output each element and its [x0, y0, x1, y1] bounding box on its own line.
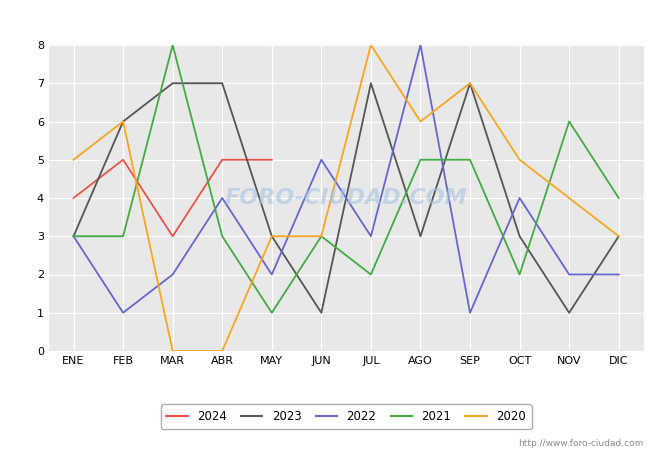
2022 — [119, 310, 127, 315]
2024 — [119, 157, 127, 162]
2022 — [268, 272, 276, 277]
2022 — [218, 195, 226, 201]
Text: Matriculaciones de Vehiculos en Gálvez: Matriculaciones de Vehiculos en Gálvez — [161, 11, 489, 29]
2024 — [169, 234, 177, 239]
2021 — [169, 42, 177, 48]
2021 — [317, 234, 325, 239]
2023 — [317, 310, 325, 315]
2022 — [615, 272, 623, 277]
2024 — [70, 195, 77, 201]
2020 — [218, 348, 226, 354]
2021 — [268, 310, 276, 315]
2021 — [367, 272, 375, 277]
2023 — [466, 81, 474, 86]
2021 — [70, 234, 77, 239]
2020 — [417, 119, 424, 124]
2022 — [169, 272, 177, 277]
2020 — [515, 157, 523, 162]
2023 — [417, 234, 424, 239]
2023 — [218, 81, 226, 86]
2023 — [615, 234, 623, 239]
Text: http://www.foro-ciudad.com: http://www.foro-ciudad.com — [518, 439, 644, 448]
2021 — [119, 234, 127, 239]
Line: 2021: 2021 — [73, 45, 619, 313]
2020 — [466, 81, 474, 86]
2020 — [169, 348, 177, 354]
2020 — [566, 195, 573, 201]
2022 — [515, 195, 523, 201]
Legend: 2024, 2023, 2022, 2021, 2020: 2024, 2023, 2022, 2021, 2020 — [161, 405, 532, 429]
2022 — [466, 310, 474, 315]
Line: 2024: 2024 — [73, 160, 272, 236]
2023 — [70, 234, 77, 239]
2023 — [119, 119, 127, 124]
2023 — [268, 234, 276, 239]
2024 — [218, 157, 226, 162]
Line: 2020: 2020 — [73, 45, 619, 351]
2022 — [70, 234, 77, 239]
2021 — [466, 157, 474, 162]
2021 — [566, 119, 573, 124]
2020 — [317, 234, 325, 239]
2023 — [566, 310, 573, 315]
2021 — [417, 157, 424, 162]
Line: 2022: 2022 — [73, 45, 619, 313]
2023 — [169, 81, 177, 86]
2020 — [70, 157, 77, 162]
2021 — [218, 234, 226, 239]
2024 — [268, 157, 276, 162]
2021 — [615, 195, 623, 201]
2022 — [317, 157, 325, 162]
2020 — [615, 234, 623, 239]
2023 — [367, 81, 375, 86]
2020 — [119, 119, 127, 124]
2021 — [515, 272, 523, 277]
2020 — [268, 234, 276, 239]
Line: 2023: 2023 — [73, 83, 619, 313]
2022 — [367, 234, 375, 239]
Text: FORO-CIUDAD.COM: FORO-CIUDAD.COM — [225, 188, 467, 208]
2022 — [566, 272, 573, 277]
2020 — [367, 42, 375, 48]
2023 — [515, 234, 523, 239]
2022 — [417, 42, 424, 48]
